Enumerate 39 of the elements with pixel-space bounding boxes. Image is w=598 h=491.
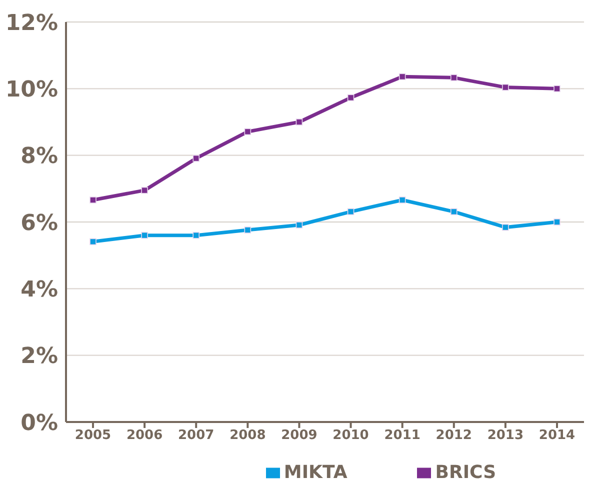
point [398, 196, 406, 204]
point [502, 224, 509, 231]
x-tick-label: 2011 [384, 428, 420, 444]
x-tick-label: 2007 [178, 428, 214, 444]
x-tick-label: 2010 [332, 428, 369, 444]
point [450, 74, 458, 82]
point [90, 238, 96, 246]
point [347, 94, 354, 102]
point [192, 232, 200, 239]
x-tick-label: 2009 [281, 428, 318, 444]
point [141, 186, 148, 194]
y-tick-label: 2% [20, 344, 58, 370]
point [502, 84, 509, 91]
point [296, 222, 303, 228]
y-tick-label: 12% [5, 10, 58, 36]
y-tick-label: 0% [20, 410, 58, 436]
point [90, 196, 96, 204]
x-tick-label: 2013 [487, 428, 524, 444]
point [554, 85, 560, 92]
point [296, 118, 303, 126]
legend-label: BRICS [435, 462, 496, 483]
legend-label: MIKTA [284, 462, 348, 483]
y-tick-label: 10% [5, 77, 58, 102]
x-tick-label: 2006 [126, 428, 163, 444]
y-tick-label: 4% [20, 277, 58, 302]
point [554, 218, 560, 226]
point [398, 73, 406, 80]
point [450, 208, 458, 216]
point [244, 128, 252, 136]
point [244, 226, 252, 234]
point [347, 208, 354, 216]
x-tick-label: 2014 [538, 428, 576, 444]
x-tick-label: 2005 [74, 428, 112, 444]
y-tick-label: 8% [20, 144, 58, 170]
y-tick-label: 6% [20, 210, 58, 236]
point [192, 154, 200, 162]
x-tick-label: 2012 [436, 428, 472, 444]
point [141, 232, 148, 239]
x-tick-label: 2008 [230, 428, 266, 444]
